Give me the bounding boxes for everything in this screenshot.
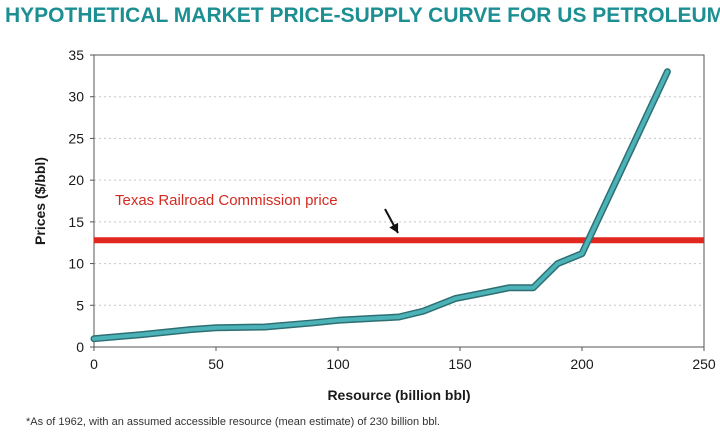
x-tick-label-150: 150	[448, 356, 472, 372]
annotation-arrow-head	[389, 222, 399, 233]
gridlines	[94, 54, 704, 306]
x-tick-label-100: 100	[326, 356, 350, 372]
y-tick-label-30: 30	[68, 89, 84, 105]
price-line-label: Texas Railroad Commission price	[115, 192, 338, 209]
x-axis-label: Resource (billion bbl)	[327, 387, 470, 403]
y-tick-label-25: 25	[68, 130, 84, 146]
series	[90, 68, 671, 343]
x-tick-label-50: 50	[208, 356, 224, 372]
y-tick-label-10: 10	[68, 256, 84, 272]
plot-frame	[93, 54, 705, 348]
axes	[90, 54, 705, 351]
tick-labels: 0 5 10 15 20 25 30 35 0 50 100 150 200 250	[68, 47, 715, 372]
y-tick-label-20: 20	[68, 172, 84, 188]
y-tick-label-15: 15	[68, 214, 84, 230]
y-axis-label: Prices ($/bbl)	[32, 157, 48, 245]
y-tick-label-0: 0	[76, 339, 84, 355]
x-tick-label-250: 250	[692, 356, 716, 372]
y-tick-label-35: 35	[68, 47, 84, 63]
x-tick-label-200: 200	[570, 356, 594, 372]
chart-title: Hypothetical market price-supply curve f…	[5, 4, 720, 27]
supply-curve	[92, 69, 670, 341]
x-tick-label-0: 0	[90, 356, 98, 372]
y-tick-label-5: 5	[76, 297, 84, 313]
annotations: Texas Railroad Commission price	[115, 192, 399, 234]
footnote: *As of 1962, with an assumed accessible …	[26, 416, 440, 428]
